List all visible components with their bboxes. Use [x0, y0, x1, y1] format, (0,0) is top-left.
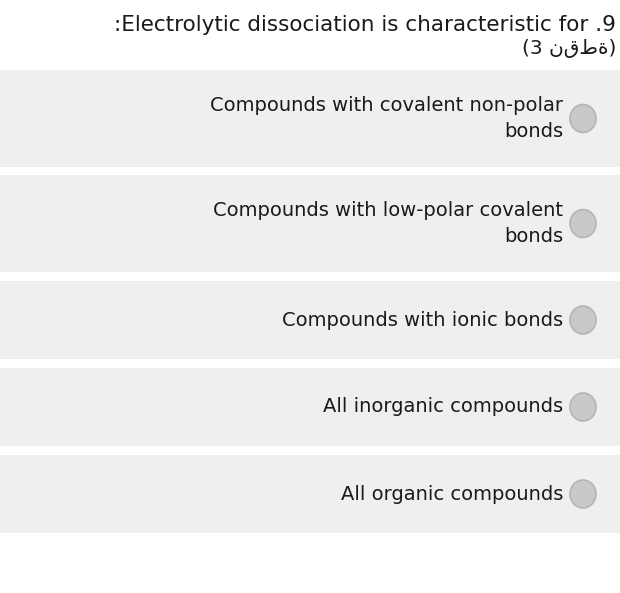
Ellipse shape: [570, 480, 596, 508]
Text: bonds: bonds: [504, 227, 563, 246]
Text: Compounds with ionic bonds: Compounds with ionic bonds: [282, 311, 563, 330]
Ellipse shape: [570, 306, 596, 334]
Ellipse shape: [570, 393, 596, 421]
Text: bonds: bonds: [504, 122, 563, 141]
Text: :Electrolytic dissociation is characteristic for .9: :Electrolytic dissociation is characteri…: [114, 15, 616, 35]
FancyBboxPatch shape: [0, 70, 620, 167]
FancyBboxPatch shape: [0, 175, 620, 272]
Text: All organic compounds: All organic compounds: [340, 484, 563, 503]
FancyBboxPatch shape: [0, 455, 620, 533]
Ellipse shape: [570, 209, 596, 238]
FancyBboxPatch shape: [0, 281, 620, 359]
Text: Compounds with low-polar covalent: Compounds with low-polar covalent: [213, 201, 563, 220]
FancyBboxPatch shape: [0, 368, 620, 446]
Text: All inorganic compounds: All inorganic compounds: [323, 397, 563, 416]
Ellipse shape: [570, 104, 596, 132]
Text: (3 نقطة): (3 نقطة): [521, 39, 616, 58]
Text: Compounds with covalent non-polar: Compounds with covalent non-polar: [210, 96, 563, 115]
